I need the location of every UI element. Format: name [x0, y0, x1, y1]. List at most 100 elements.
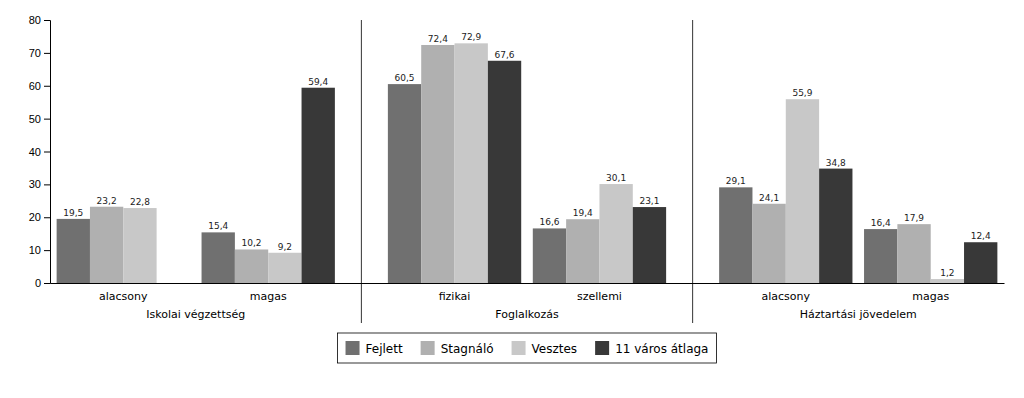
- y-tick-label: 0: [35, 277, 41, 289]
- bar: [455, 43, 488, 283]
- legend-item: Fejlett: [346, 341, 403, 356]
- y-tick-mark: [44, 152, 50, 153]
- bar: [786, 99, 819, 283]
- legend-item: Vesztes: [512, 341, 578, 356]
- y-tick: 0: [35, 277, 50, 289]
- bar: [819, 169, 852, 283]
- y-tick: 30: [29, 178, 50, 190]
- bars: [57, 43, 998, 283]
- bar: [123, 208, 156, 283]
- y-tick-mark: [44, 86, 50, 87]
- legend-swatch: [595, 341, 609, 355]
- chart: 0102030405060708019,515,460,516,629,116,…: [0, 0, 1024, 398]
- data-label: 72,4: [428, 34, 448, 44]
- plot: 0102030405060708019,515,460,516,629,116,…: [29, 14, 1005, 323]
- category-labels: alacsony magas fizikai szellemi alacsony maga…: [99, 290, 949, 303]
- y-tick-label: 40: [29, 146, 41, 158]
- bar: [302, 88, 335, 283]
- y-tick-label: 50: [29, 113, 41, 125]
- x-axis-line: [51, 283, 1005, 284]
- bar: [633, 207, 666, 283]
- y-tick: 50: [29, 113, 50, 125]
- legend-item: 11 város átlaga: [595, 341, 708, 356]
- legend-label: Fejlett: [366, 342, 403, 356]
- y-tick-mark: [44, 53, 50, 54]
- group-labels: Iskolai végzettségFoglalkozásHáztartási …: [146, 308, 917, 321]
- bar: [533, 228, 566, 283]
- data-label: 30,1: [606, 173, 626, 183]
- y-tick-mark: [44, 184, 50, 185]
- legend-item: Stagnáló: [421, 341, 494, 356]
- legend-swatch: [346, 341, 360, 355]
- bar: [235, 249, 268, 283]
- data-label: 29,1: [726, 176, 746, 186]
- legend: Fejlett Stagnáló Vesztes 11 város átlaga: [338, 333, 717, 363]
- data-label: 16,4: [871, 218, 891, 228]
- data-label: 1,2: [940, 268, 954, 278]
- bar: [719, 187, 752, 283]
- y-tick-mark: [44, 250, 50, 251]
- category-label: fizikai: [439, 290, 471, 303]
- legend-swatch: [512, 341, 526, 355]
- separators: [361, 20, 692, 323]
- y-axis-line: [44, 21, 51, 284]
- data-label: 72,9: [461, 32, 481, 42]
- bar: [57, 219, 90, 283]
- data-label: 12,4: [971, 231, 991, 241]
- bar: [964, 242, 997, 283]
- y-tick-mark: [44, 217, 50, 218]
- category-label: szellemi: [577, 290, 622, 303]
- data-label: 60,5: [395, 73, 415, 83]
- y-axis: 0 10 20 30 40 50 60 70 80: [29, 14, 51, 289]
- y-tick-mark: [44, 283, 50, 284]
- category-label: magas: [912, 290, 949, 303]
- y-tick: 70: [29, 47, 50, 59]
- category-label: magas: [250, 290, 287, 303]
- bar: [488, 61, 521, 283]
- category-label: alacsony: [762, 290, 811, 303]
- y-tick-label: 60: [29, 80, 41, 92]
- separator: [692, 20, 693, 323]
- category-label: alacsony: [99, 290, 148, 303]
- legend-swatch: [421, 341, 435, 355]
- bar: [388, 84, 421, 283]
- y-tick: 60: [29, 80, 50, 92]
- data-labels: 19,515,460,516,629,116,423,210,272,419,4…: [63, 32, 991, 278]
- data-label: 10,2: [242, 238, 262, 248]
- data-label: 34,8: [826, 158, 846, 168]
- data-label: 55,9: [792, 88, 812, 98]
- data-label: 22,8: [130, 197, 150, 207]
- y-tick: 80: [29, 14, 50, 26]
- y-tick-mark: [44, 119, 50, 120]
- data-label: 23,1: [639, 196, 659, 206]
- y-tick: 10: [29, 244, 50, 256]
- y-tick: 40: [29, 146, 50, 158]
- data-label: 17,9: [904, 213, 924, 223]
- data-label: 19,4: [573, 208, 593, 218]
- data-label: 15,4: [208, 221, 228, 231]
- bar: [931, 279, 964, 283]
- bar: [90, 207, 123, 283]
- bar: [421, 45, 454, 283]
- y-tick-label: 70: [29, 47, 41, 59]
- bar: [566, 219, 599, 283]
- legend-label: Stagnáló: [441, 342, 494, 356]
- y-tick-label: 10: [29, 244, 41, 256]
- legend-label: 11 város átlaga: [615, 342, 708, 356]
- bar: [864, 229, 897, 283]
- y-tick-label: 30: [29, 178, 41, 190]
- bar: [599, 184, 632, 283]
- y-tick-label: 20: [29, 211, 41, 223]
- x-axis: [51, 283, 1005, 284]
- y-tick-mark: [44, 20, 50, 21]
- y-tick: 20: [29, 211, 50, 223]
- data-label: 23,2: [97, 196, 117, 206]
- separator: [361, 20, 362, 323]
- bar: [202, 232, 235, 283]
- y-tick-label: 80: [29, 14, 41, 26]
- data-label: 24,1: [759, 193, 779, 203]
- bar: [897, 224, 930, 283]
- data-label: 9,2: [278, 242, 292, 252]
- data-label: 59,4: [308, 77, 328, 87]
- group-label: Foglalkozás: [495, 308, 559, 321]
